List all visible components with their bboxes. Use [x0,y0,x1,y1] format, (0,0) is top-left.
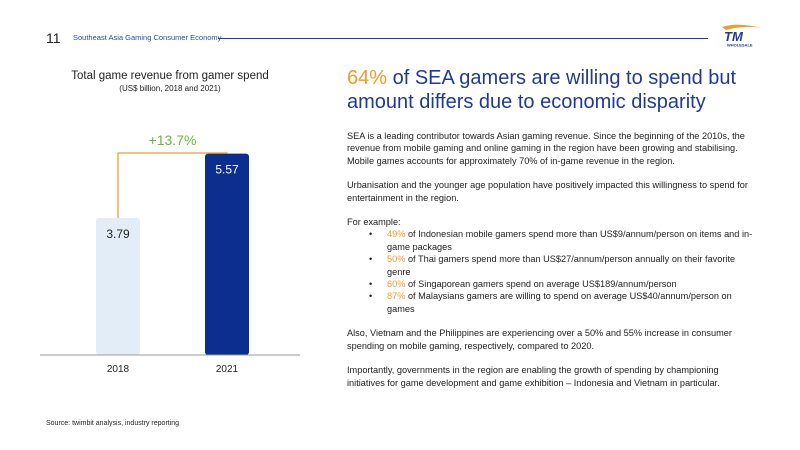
list-item: • 87% of Malaysians gamers are willing to… [347,290,757,315]
bar-2018 [96,217,140,355]
bullet-text: of Indonesian mobile gamers spend more t… [387,229,753,252]
headline-accent: 64% [347,67,388,89]
source-note: Source: twimbit analysis, industry repor… [46,420,180,427]
growth-connector [117,152,228,218]
data-label-2018: 3.79 [106,227,130,241]
report-title: Southeast Asia Gaming Consumer Economy [73,33,222,42]
x-tick-label-2018: 2018 [107,364,130,375]
paragraph-1: SEA is a leading contributor towards Asi… [347,131,745,166]
bullet-icon: • [369,279,373,290]
headline: 64% of SEA gamers are willing to spend b… [347,66,767,114]
paragraph-3: Also, Vietnam and the Philippines are ex… [347,328,732,351]
body-text: SEA is a leading contributor towards Asi… [347,130,757,401]
bullet-percent: 60% [387,279,406,290]
growth-annotation: +13.7% [149,132,197,148]
bullet-text: of Malaysians gamers are willing to spen… [387,291,732,314]
bullet-percent: 87% [387,291,406,302]
header-divider [218,38,708,39]
bullet-text: of Singaporean gamers spend on average U… [405,279,677,290]
data-label-2021: 5.57 [215,163,239,177]
bullet-icon: • [369,254,373,265]
logo-subtext: WHOLESALE [727,43,753,48]
page-number: 11 [46,30,61,46]
list-item: • 60% of Singaporean gamers spend on aver… [347,278,757,290]
paragraph-2: Urbanisation and the younger age populat… [347,180,748,203]
bullet-text: of Thai gamers spend more than US$27/ann… [387,254,736,277]
bullet-percent: 50% [387,254,406,265]
page-header: 11 Southeast Asia Gaming Consumer Econom… [0,0,800,60]
x-tick-label-2021: 2021 [216,364,239,375]
example-intro: For example: [347,217,401,228]
chart-title: Total game revenue from gamer spend [71,70,269,82]
logo-text: TM [724,29,744,44]
paragraph-4: Importantly, governments in the region a… [347,365,720,388]
list-item: • 50% of Thai gamers spend more than US$2… [347,253,757,278]
examples-list: • 49% of Indonesian mobile gamers spend m… [347,228,757,315]
bar-2021 [205,153,249,355]
bullet-percent: 49% [387,229,406,240]
headline-text: of SEA gamers are willing to spend but a… [347,67,737,113]
bullet-icon: • [369,229,373,240]
tm-wholesale-logo: TM WHOLESALE [722,24,762,48]
chart-subtitle: (US$ billion, 2018 and 2021) [119,84,221,93]
list-item: • 49% of Indonesian mobile gamers spend m… [347,228,757,253]
bullet-icon: • [369,291,373,302]
revenue-bar-chart: 3.79 2018 5.57 2021 +13.7% [40,132,300,375]
